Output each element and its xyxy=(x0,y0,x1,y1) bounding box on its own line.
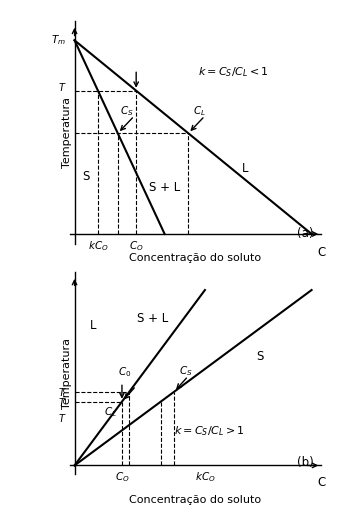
Text: $C_S$: $C_S$ xyxy=(120,104,134,118)
Y-axis label: Temperatura: Temperatura xyxy=(62,338,72,409)
Text: $T$: $T$ xyxy=(58,81,66,93)
Text: $T$: $T$ xyxy=(58,412,66,424)
Text: $T$: $T$ xyxy=(58,396,66,408)
Text: (b): (b) xyxy=(297,456,313,469)
Text: $k = C_S/C_L > 1$: $k = C_S/C_L > 1$ xyxy=(174,424,245,438)
Text: S + L: S + L xyxy=(149,181,180,194)
Text: $C_L$: $C_L$ xyxy=(104,405,117,419)
Text: $T_m$: $T_m$ xyxy=(51,34,66,47)
Text: C: C xyxy=(317,476,325,489)
Text: $T$: $T$ xyxy=(58,386,66,398)
Text: S: S xyxy=(256,350,263,363)
Text: Concentração do soluto: Concentração do soluto xyxy=(129,253,261,264)
Text: S + L: S + L xyxy=(137,312,169,324)
Text: $C_S$: $C_S$ xyxy=(179,364,192,378)
Text: $C_0$: $C_0$ xyxy=(118,365,131,379)
Text: S: S xyxy=(83,170,90,183)
Text: L: L xyxy=(90,319,97,332)
Text: (a): (a) xyxy=(297,227,313,240)
Y-axis label: Temperatura: Temperatura xyxy=(62,97,72,168)
Text: Concentração do soluto: Concentração do soluto xyxy=(129,495,261,506)
Text: $k = C_S/C_L < 1$: $k = C_S/C_L < 1$ xyxy=(198,65,269,79)
Text: C: C xyxy=(317,246,325,259)
Text: L: L xyxy=(242,162,248,175)
Text: $C_L$: $C_L$ xyxy=(193,104,206,118)
